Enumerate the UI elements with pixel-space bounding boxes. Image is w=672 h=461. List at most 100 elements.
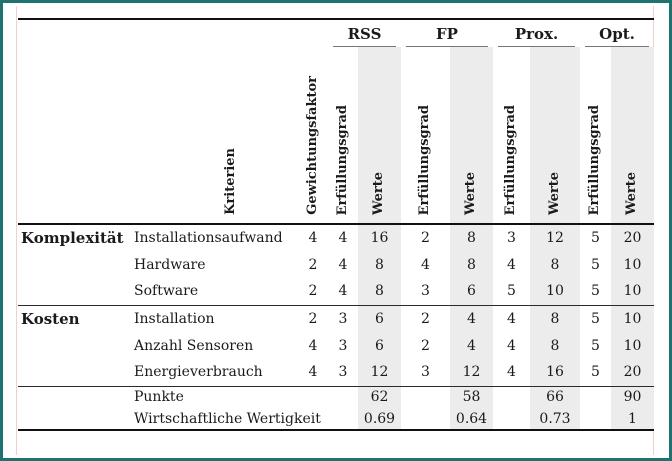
category-cell [18, 278, 131, 306]
header-prox-werte-label: Werte [546, 172, 562, 215]
table-row-punkte: Punkte 62 58 66 90 [18, 386, 655, 408]
category-cell [18, 408, 131, 431]
value-cell [580, 386, 611, 408]
value-cell: 6 [450, 278, 493, 306]
category-header-empty [18, 47, 131, 225]
group-header-fp: FP [401, 19, 493, 47]
value-cell: 62 [358, 386, 401, 408]
header-kriterien: Kriterien [131, 47, 298, 225]
criterion-cell: Installationsaufwand [134, 230, 283, 246]
criterion-cell: Punkte [134, 389, 184, 406]
header-prox-werte: Werte [530, 47, 581, 225]
gewichtung-cell: 2 [298, 278, 328, 306]
value-cell: 5 [591, 230, 600, 246]
header-opt-werte-label: Werte [624, 172, 640, 215]
header-opt-werte: Werte [611, 47, 655, 225]
value-cell: 12 [530, 224, 581, 251]
value-cell: 4 [338, 230, 348, 246]
value-cell: 10 [611, 278, 655, 306]
value-cell: 4 [507, 337, 516, 354]
criterion-cell: Hardware [134, 256, 206, 273]
value-cell: 6 [358, 305, 401, 332]
header-fp-erfuellungsgrad-label: Erfüllungsgrad [417, 104, 433, 215]
value-cell: 1 [611, 408, 655, 431]
header-prox-erfuellungsgrad: Erfüllungsgrad [493, 47, 530, 225]
value-cell: 0.69 [358, 408, 401, 431]
table-row-installation: Kosten Installation 2 3 6 2 4 4 8 5 10 [18, 305, 655, 332]
value-cell: 20 [611, 359, 655, 387]
value-cell: 8 [358, 251, 401, 278]
value-cell [493, 408, 530, 431]
header-prox-erfuellungsgrad-label: Erfüllungsgrad [503, 104, 519, 215]
value-cell: 5 [591, 310, 600, 327]
header-rss-erfuellungsgrad-label: Erfüllungsgrad [334, 104, 350, 215]
value-cell: 5 [591, 256, 600, 273]
criterion-cell: Energieverbrauch [131, 359, 298, 387]
value-cell: 5 [580, 278, 612, 306]
value-cell: 0.73 [530, 408, 581, 431]
group-header-rss: RSS [328, 19, 401, 47]
value-cell: 8 [530, 332, 581, 359]
criterion-cell: Software [131, 278, 298, 306]
value-cell: 4 [507, 256, 516, 273]
header-rss-werte-label: Werte [371, 172, 387, 215]
value-cell: 20 [611, 224, 655, 251]
criterion-cell: Anzahl Sensoren [134, 337, 254, 354]
value-cell: 6 [358, 332, 401, 359]
value-cell [493, 386, 530, 408]
value-cell: 3 [328, 359, 358, 387]
category-cell [18, 251, 131, 278]
value-cell: 12 [450, 359, 493, 387]
value-cell [401, 386, 450, 408]
category-cell: Kosten [21, 309, 80, 328]
value-cell [401, 408, 450, 431]
evaluation-table: RSS FP Prox. Opt. Kriterien Gewichtungsf… [18, 18, 655, 431]
value-cell: 2 [421, 337, 430, 354]
page-edge-line-left [16, 6, 17, 455]
value-cell: 10 [611, 332, 655, 359]
value-cell: 8 [358, 278, 401, 306]
value-cell: 3 [338, 310, 348, 327]
group-header-row: RSS FP Prox. Opt. [18, 19, 654, 47]
category-cell [18, 386, 131, 408]
header-opt-erfuellungsgrad-label: Erfüllungsgrad [587, 104, 603, 215]
gewichtung-cell: 2 [308, 310, 318, 327]
category-cell [18, 359, 131, 387]
value-cell: 4 [450, 332, 493, 359]
value-cell: 10 [611, 251, 655, 278]
table-row-installationsaufwand: Komplexität Installationsaufwand 4 4 16 … [18, 224, 655, 251]
header-fp-erfuellungsgrad: Erfüllungsgrad [401, 47, 450, 225]
value-cell: 4 [421, 256, 430, 273]
value-cell: 58 [450, 386, 493, 408]
value-cell: 5 [493, 278, 530, 306]
group-header-spacer [18, 19, 328, 47]
header-rss-erfuellungsgrad: Erfüllungsgrad [328, 47, 358, 225]
group-header-opt: Opt. [580, 19, 654, 47]
value-cell: 4 [328, 278, 358, 306]
category-cell: Komplexität [21, 229, 124, 247]
value-cell: 10 [611, 305, 655, 332]
value-cell: 8 [450, 251, 493, 278]
value-cell: 10 [530, 278, 581, 306]
category-cell [18, 332, 131, 359]
criterion-cell: Installation [134, 310, 215, 327]
gewichtung-cell: 4 [308, 337, 318, 354]
gewichtung-cell [298, 386, 328, 408]
value-cell: 3 [401, 278, 450, 306]
value-cell [580, 408, 612, 431]
value-cell: 4 [338, 256, 348, 273]
value-cell: 3 [507, 230, 516, 246]
value-cell [328, 408, 358, 431]
header-gewichtungsfaktor: Gewichtungsfaktor [298, 47, 328, 225]
value-cell: 3 [401, 359, 450, 387]
gewichtung-cell [298, 408, 328, 431]
value-cell: 16 [358, 224, 401, 251]
value-cell: 66 [530, 386, 581, 408]
value-cell: 8 [530, 305, 581, 332]
criterion-cell: Wirtschaftliche Wertigkeit [131, 408, 321, 431]
table-row-anzahl-sensoren: Anzahl Sensoren 4 3 6 2 4 4 8 5 10 [18, 332, 655, 359]
value-cell: 4 [450, 305, 493, 332]
value-cell: 5 [580, 359, 612, 387]
value-cell: 90 [611, 386, 655, 408]
